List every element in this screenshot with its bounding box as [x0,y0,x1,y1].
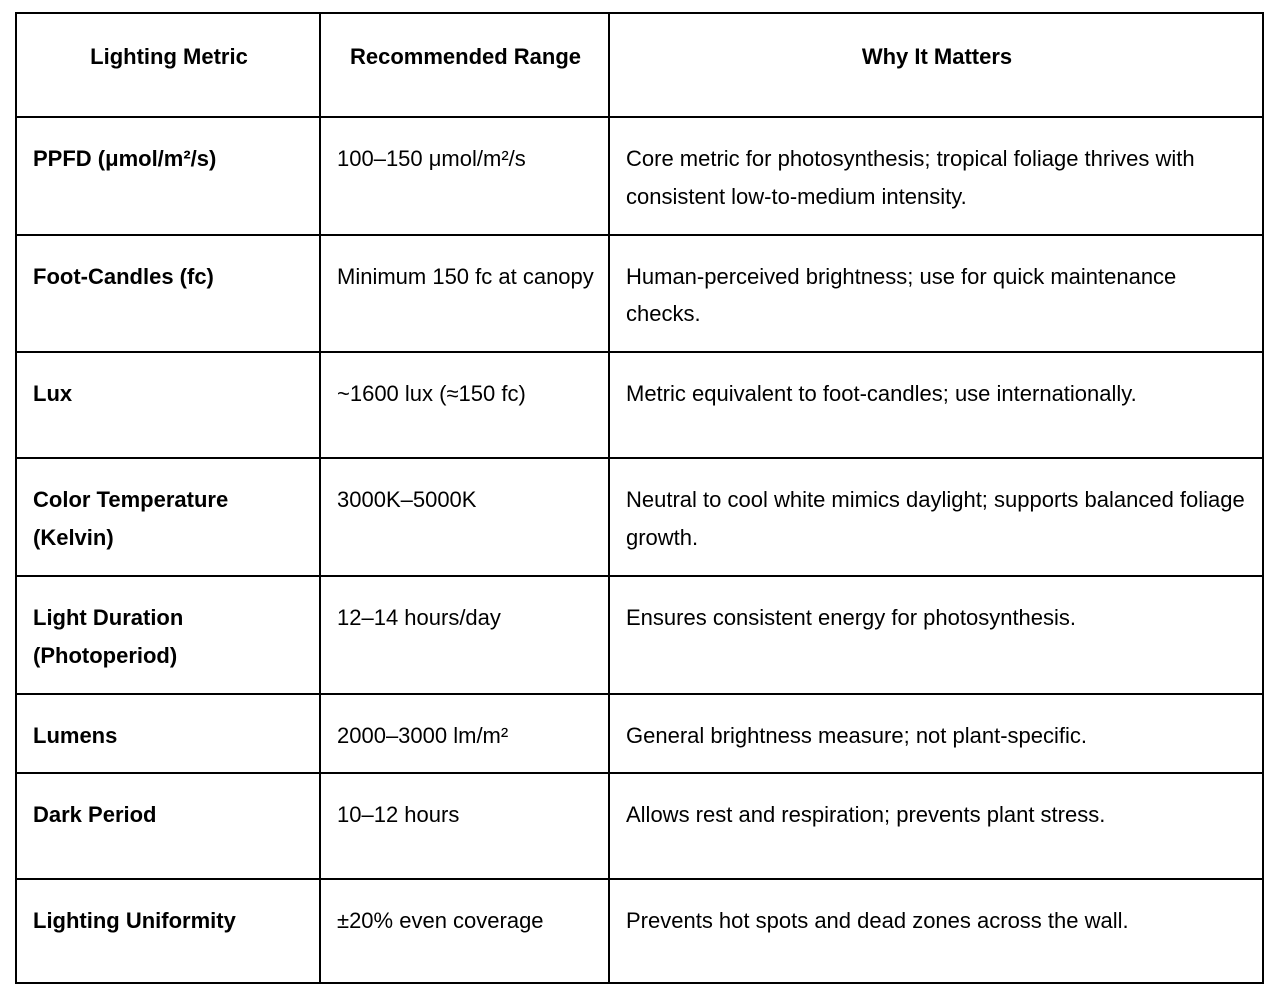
table-row-lumens: Lumens 2000–3000 lm/m² General brightnes… [15,692,1264,775]
table-row-color-temperature: Color Temperature (Kelvin) 3000K–5000K N… [15,457,1264,577]
range-cell: 100–150 μmol/m²/s [319,116,610,236]
metric-cell: Dark Period [15,772,321,881]
why-cell: Allows rest and respiration; prevents pl… [608,772,1264,881]
range-cell: Minimum 150 fc at canopy [319,233,610,354]
range-cell: 3000K–5000K [319,457,610,577]
table-row-lux: Lux ~1600 lux (≈150 fc) Metric equivalen… [15,351,1264,460]
range-cell: ~1600 lux (≈150 fc) [319,351,610,460]
range-cell: 10–12 hours [319,772,610,881]
metric-cell: Foot-Candles (fc) [15,233,321,354]
metric-cell: PPFD (μmol/m²/s) [15,116,321,236]
table-row-ppfd: PPFD (μmol/m²/s) 100–150 μmol/m²/s Core … [15,116,1264,236]
range-cell: ±20% even coverage [319,878,610,984]
metric-cell: Light Duration (Photoperiod) [15,574,321,695]
table-header-row: Lighting Metric Recommended Range Why It… [15,12,1264,118]
table-row-dark-period: Dark Period 10–12 hours Allows rest and … [15,772,1264,881]
column-header-lighting-metric: Lighting Metric [15,12,321,118]
table-row-foot-candles: Foot-Candles (fc) Minimum 150 fc at cano… [15,233,1264,354]
why-cell: Metric equivalent to foot-candles; use i… [608,351,1264,460]
metric-cell: Color Temperature (Kelvin) [15,457,321,577]
metric-cell: Lighting Uniformity [15,878,321,984]
why-cell: General brightness measure; not plant-sp… [608,692,1264,775]
why-cell: Neutral to cool white mimics daylight; s… [608,457,1264,577]
document-page: Lighting Metric Recommended Range Why It… [15,12,1264,984]
why-cell: Core metric for photosynthesis; tropical… [608,116,1264,236]
lighting-metrics-table: Lighting Metric Recommended Range Why It… [15,12,1264,984]
table-row-light-duration: Light Duration (Photoperiod) 12–14 hours… [15,574,1264,695]
range-cell: 2000–3000 lm/m² [319,692,610,775]
why-cell: Human-perceived brightness; use for quic… [608,233,1264,354]
column-header-recommended-range: Recommended Range [319,12,610,118]
why-cell: Ensures consistent energy for photosynth… [608,574,1264,695]
table-row-lighting-uniformity: Lighting Uniformity ±20% even coverage P… [15,878,1264,984]
metric-cell: Lux [15,351,321,460]
metric-cell: Lumens [15,692,321,775]
column-header-why-it-matters: Why It Matters [608,12,1264,118]
range-cell: 12–14 hours/day [319,574,610,695]
why-cell: Prevents hot spots and dead zones across… [608,878,1264,984]
